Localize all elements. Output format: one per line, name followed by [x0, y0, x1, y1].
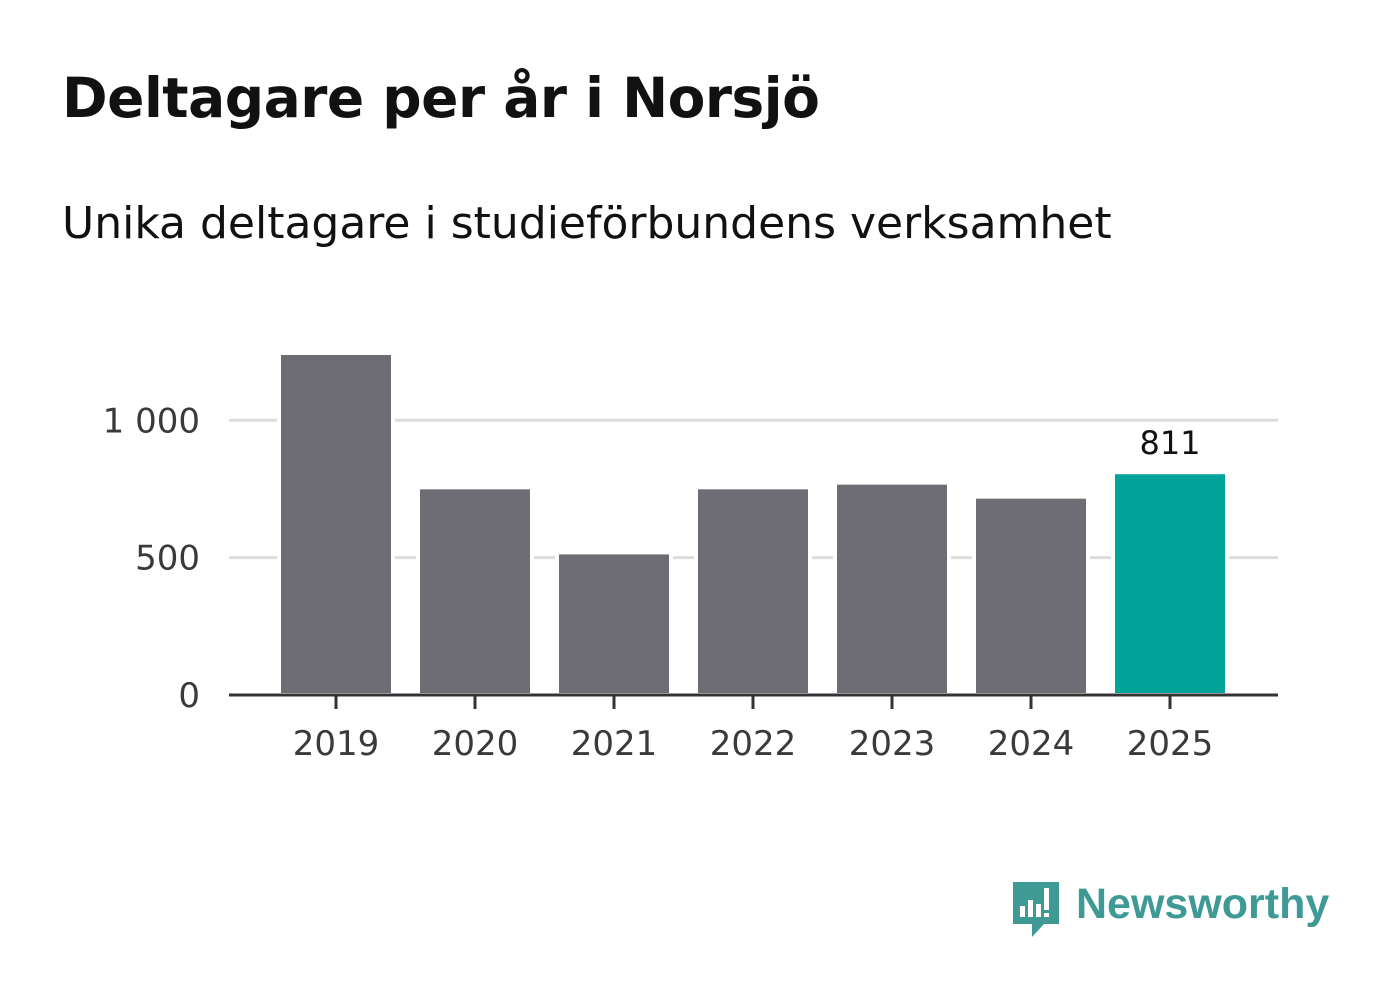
- x-tick-label: 2024: [988, 724, 1075, 764]
- y-tick-label: 1 000: [103, 401, 200, 441]
- y-tick-label: 0: [178, 676, 200, 716]
- bar-2021: [555, 550, 673, 698]
- x-tick-label: 2022: [710, 724, 797, 764]
- axes: [229, 693, 1278, 709]
- bar-2023: [833, 480, 951, 697]
- y-tick-label: 500: [135, 539, 200, 579]
- bar-2019: [277, 351, 395, 697]
- labels: 0 500 1 000 2019 2020 2021 2022 2023 2024 2025 811: [103, 401, 1214, 764]
- newsworthy-logo-icon: [1013, 882, 1059, 937]
- newsworthy-brand: Newsworthy: [1010, 878, 1329, 940]
- data-label: 811: [1139, 424, 1200, 462]
- x-tick-label: 2021: [571, 724, 658, 764]
- bars: [277, 351, 1229, 698]
- x-tick-label: 2025: [1127, 724, 1214, 764]
- chart-title: Deltagare per år i Norsjö: [62, 66, 820, 130]
- x-tick-label: 2020: [432, 724, 519, 764]
- x-tick-label: 2023: [849, 724, 936, 764]
- bar-2020: [416, 485, 534, 697]
- bar-2022: [694, 485, 812, 697]
- x-tick-label: 2019: [293, 724, 380, 764]
- chart-subtitle: Unika deltagare i studieförbundens verks…: [62, 198, 1112, 249]
- brand-name: Newsworthy: [1076, 879, 1330, 928]
- bar-2025: [1111, 470, 1229, 697]
- bar-2024: [972, 494, 1090, 698]
